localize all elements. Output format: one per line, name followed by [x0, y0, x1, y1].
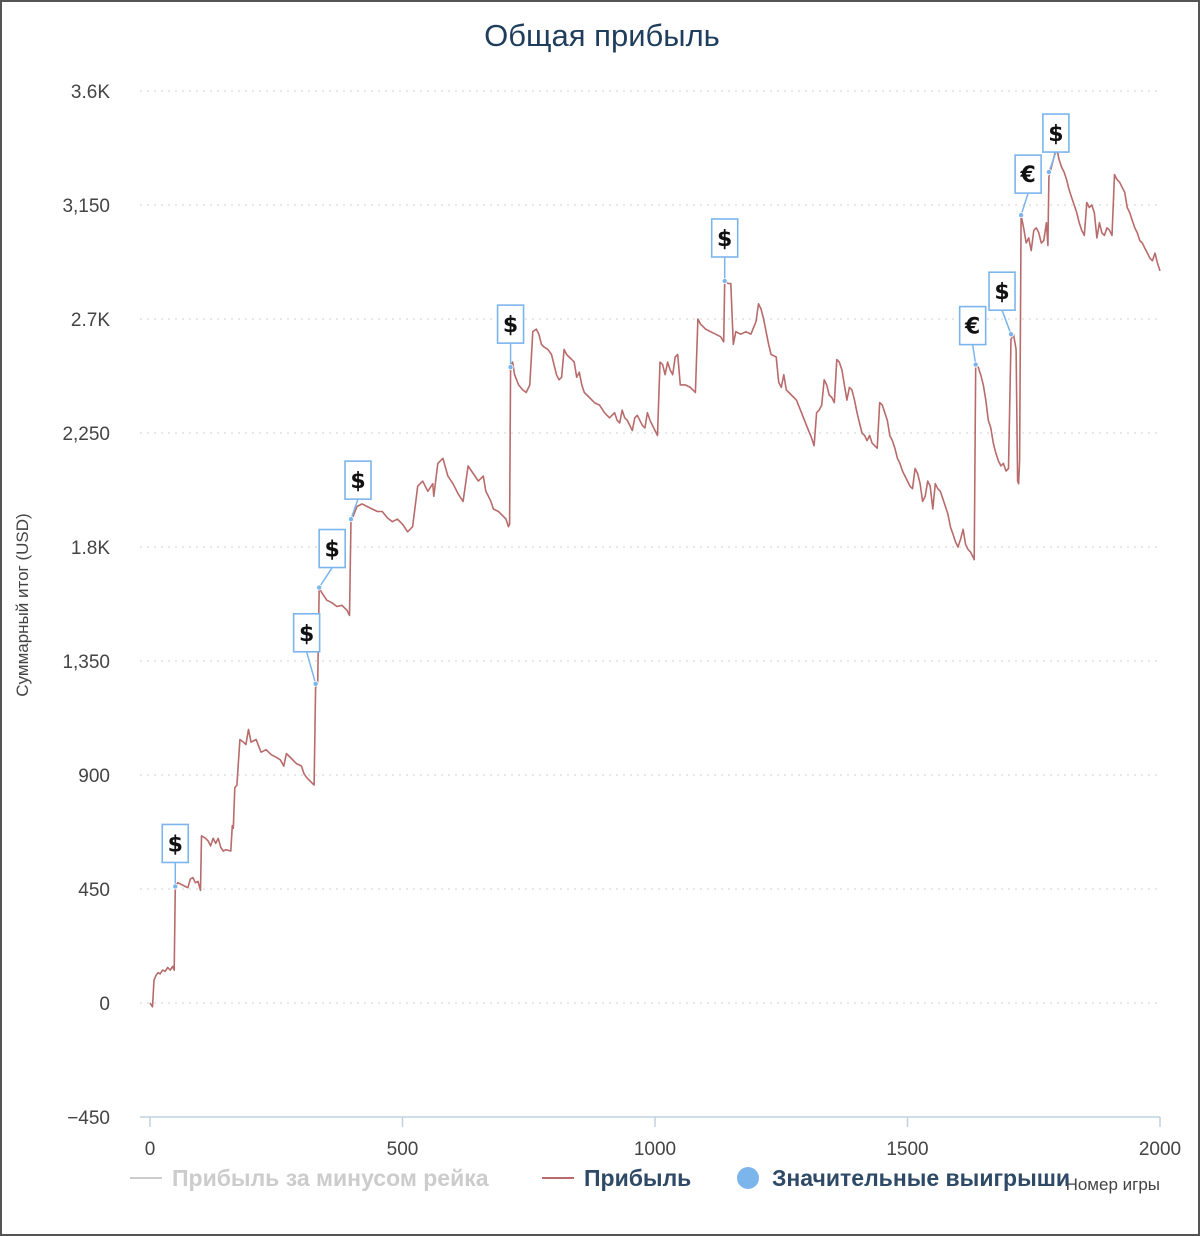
big-win-point	[972, 361, 979, 368]
big-win-point	[1045, 169, 1052, 176]
big-win-flag	[318, 528, 346, 569]
big-win-connector	[350, 498, 359, 520]
big-win-flag	[710, 218, 739, 258]
big-win-marker[interactable]: $	[292, 612, 321, 687]
big-win-point	[312, 680, 319, 687]
y-tick-label: 450	[78, 880, 110, 901]
legend-item[interactable]: Значительные выигрыши	[737, 1165, 1070, 1191]
big-win-flag-symbol: $	[994, 280, 1009, 305]
big-win-marker[interactable]: $	[496, 304, 525, 371]
big-win-flag-symbol: $	[168, 832, 183, 857]
big-win-flag-symbol: $	[503, 313, 518, 338]
big-win-point	[1008, 331, 1015, 338]
x-axis-label: Номер игры	[1066, 1175, 1160, 1194]
big-win-flag-symbol: $	[1048, 122, 1063, 147]
big-win-marker[interactable]: €	[1014, 154, 1042, 219]
big-win-flag	[496, 304, 525, 344]
y-tick-label: 0	[99, 994, 110, 1015]
big-win-marker[interactable]: $	[344, 460, 372, 523]
big-win-marker[interactable]: $	[1042, 113, 1070, 176]
x-tick-label: 1500	[886, 1139, 928, 1160]
big-win-connector	[1048, 151, 1057, 173]
x-tick-label: 2000	[1139, 1139, 1181, 1160]
big-win-flag	[1042, 113, 1070, 153]
y-tick-label: −450	[67, 1108, 110, 1129]
y-tick-label: 1.8K	[71, 538, 110, 559]
big-win-flag	[292, 612, 321, 653]
big-win-point	[507, 364, 514, 371]
chart-title: Общая прибыль	[484, 18, 720, 53]
big-wins-layer: $ $ $ $ $ $ € $ € $	[161, 113, 1070, 890]
big-win-flag-symbol: €	[964, 315, 980, 340]
big-win-point	[721, 277, 728, 284]
x-tick-label: 0	[145, 1139, 156, 1160]
big-win-flag	[344, 460, 372, 500]
big-win-marker[interactable]: $	[988, 271, 1016, 338]
x-tick-label: 1000	[634, 1139, 676, 1160]
big-win-marker[interactable]: $	[710, 218, 739, 284]
legend-symbol-circle	[737, 1167, 759, 1189]
y-tick-label: 3,150	[62, 196, 110, 217]
legend-label: Прибыль за минусом рейка	[172, 1165, 489, 1191]
big-win-marker[interactable]: $	[161, 823, 190, 890]
y-tick-label: 2,250	[62, 424, 110, 445]
big-win-connector	[318, 567, 333, 588]
big-win-flag	[1014, 154, 1042, 194]
big-win-connector	[305, 651, 317, 685]
x-tick-label: 500	[387, 1139, 419, 1160]
big-win-connector	[971, 344, 977, 365]
big-win-point	[316, 584, 323, 591]
big-win-flag	[958, 305, 987, 346]
legend: Прибыль за минусом рейка Прибыль Значитель…	[130, 1165, 1070, 1191]
big-win-flag-symbol: $	[350, 469, 365, 494]
big-win-point	[347, 516, 354, 523]
y-tick-label: 1,350	[62, 652, 110, 673]
big-win-flag-symbol: $	[299, 622, 314, 647]
big-win-connector	[1001, 309, 1012, 335]
legend-item[interactable]: Прибыль	[542, 1165, 691, 1191]
y-axis-ticks: −450 0 450 900 1,350 1.8K 2,250 2.7K 3,150 3.6K	[62, 82, 110, 1129]
big-win-point	[1018, 212, 1025, 219]
big-win-flag	[161, 823, 190, 864]
big-win-flag	[988, 271, 1016, 312]
big-win-point	[172, 883, 179, 890]
y-axis-label: Суммарный итог (USD)	[13, 513, 32, 696]
y-tick-label: 900	[78, 766, 110, 787]
big-win-flag-symbol: €	[1019, 163, 1035, 188]
big-win-connector	[1020, 192, 1029, 216]
x-axis-ticks: 0 500 1000 1500 2000	[145, 1117, 1181, 1160]
big-win-marker[interactable]: $	[316, 528, 346, 591]
legend-label: Прибыль	[584, 1165, 691, 1191]
big-win-marker[interactable]: €	[958, 305, 987, 368]
big-win-flag-symbol: $	[717, 227, 732, 252]
y-tick-label: 2.7K	[71, 310, 110, 331]
y-tick-label: 3.6K	[71, 82, 110, 103]
legend-item[interactable]: Прибыль за минусом рейка	[130, 1165, 489, 1191]
big-win-flag-symbol: $	[325, 538, 340, 563]
gridlines	[140, 90, 1160, 1004]
legend-label: Значительные выигрыши	[772, 1165, 1070, 1191]
